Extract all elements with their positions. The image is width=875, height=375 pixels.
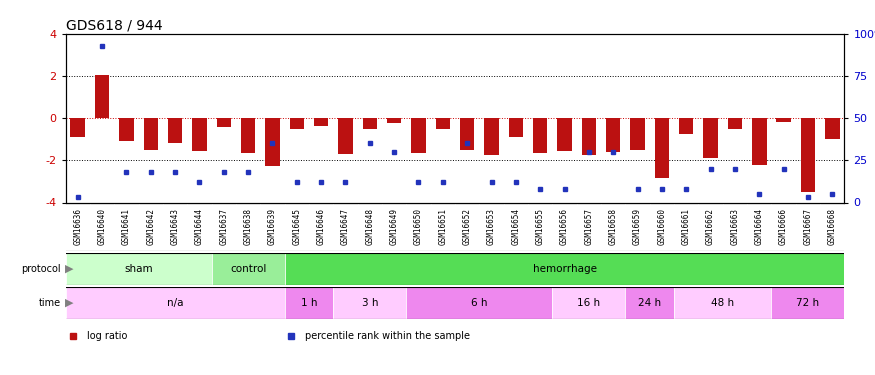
Text: GSM16658: GSM16658: [609, 209, 618, 245]
Bar: [484, 118, 499, 155]
Bar: [94, 75, 109, 118]
Text: GSM16649: GSM16649: [389, 209, 399, 245]
Bar: [338, 118, 353, 154]
Text: GSM16640: GSM16640: [98, 209, 107, 245]
Bar: [284, 287, 333, 319]
Bar: [801, 118, 816, 192]
Bar: [825, 118, 839, 139]
Text: GSM16652: GSM16652: [463, 209, 472, 245]
Text: 3 h: 3 h: [361, 298, 378, 308]
Bar: [212, 253, 284, 285]
Text: GSM16654: GSM16654: [511, 209, 521, 245]
Text: ▶: ▶: [65, 298, 74, 308]
Text: time: time: [39, 298, 61, 308]
Bar: [144, 118, 158, 150]
Text: GSM16643: GSM16643: [171, 209, 179, 245]
Text: GSM16659: GSM16659: [633, 209, 642, 245]
Text: 48 h: 48 h: [711, 298, 734, 308]
Text: GSM16641: GSM16641: [122, 209, 131, 245]
Bar: [168, 118, 183, 144]
Text: GSM16666: GSM16666: [779, 209, 788, 245]
Text: GSM16642: GSM16642: [146, 209, 155, 245]
Text: sham: sham: [124, 264, 153, 274]
Text: 16 h: 16 h: [578, 298, 600, 308]
Text: GSM16657: GSM16657: [584, 209, 593, 245]
Bar: [704, 118, 717, 158]
Text: GSM16637: GSM16637: [220, 209, 228, 245]
Text: 72 h: 72 h: [796, 298, 819, 308]
Text: log ratio: log ratio: [88, 331, 128, 340]
Bar: [630, 118, 645, 150]
Text: GSM16647: GSM16647: [341, 209, 350, 245]
Text: GSM16656: GSM16656: [560, 209, 569, 245]
Bar: [406, 287, 552, 319]
Bar: [752, 118, 766, 165]
Text: 1 h: 1 h: [301, 298, 318, 308]
Text: GSM16667: GSM16667: [803, 209, 812, 245]
Text: GSM16653: GSM16653: [487, 209, 496, 245]
Bar: [728, 118, 742, 129]
Bar: [436, 118, 450, 129]
Bar: [71, 118, 85, 137]
Text: GSM16651: GSM16651: [438, 209, 447, 245]
Bar: [533, 118, 548, 153]
Bar: [387, 118, 402, 123]
Text: GSM16650: GSM16650: [414, 209, 423, 245]
Bar: [119, 118, 134, 141]
Bar: [66, 287, 284, 319]
Bar: [66, 253, 212, 285]
Text: GSM16645: GSM16645: [292, 209, 301, 245]
Text: percentile rank within the sample: percentile rank within the sample: [305, 331, 471, 340]
Text: GSM16636: GSM16636: [74, 209, 82, 245]
Bar: [241, 118, 256, 153]
Text: GSM16646: GSM16646: [317, 209, 326, 245]
Text: GSM16661: GSM16661: [682, 209, 690, 245]
Text: 24 h: 24 h: [638, 298, 662, 308]
Text: 6 h: 6 h: [471, 298, 487, 308]
Text: hemorrhage: hemorrhage: [533, 264, 597, 274]
Bar: [606, 118, 620, 152]
Bar: [314, 118, 328, 126]
Text: GSM16639: GSM16639: [268, 209, 277, 245]
Bar: [284, 253, 844, 285]
Bar: [772, 287, 844, 319]
Bar: [411, 118, 426, 153]
Text: GSM16655: GSM16655: [536, 209, 544, 245]
Bar: [216, 118, 231, 127]
Text: GSM16648: GSM16648: [366, 209, 374, 245]
Text: GSM16644: GSM16644: [195, 209, 204, 245]
Bar: [557, 118, 572, 151]
Bar: [776, 118, 791, 122]
Bar: [290, 118, 304, 129]
Text: GSM16660: GSM16660: [657, 209, 667, 245]
Text: GSM16663: GSM16663: [731, 209, 739, 245]
Text: GDS618 / 944: GDS618 / 944: [66, 19, 162, 33]
Text: n/a: n/a: [167, 298, 184, 308]
Text: ▶: ▶: [65, 264, 74, 274]
Bar: [552, 287, 626, 319]
Bar: [582, 118, 596, 155]
Bar: [654, 118, 669, 178]
Bar: [508, 118, 523, 137]
Text: control: control: [230, 264, 266, 274]
Text: GSM16662: GSM16662: [706, 209, 715, 245]
Bar: [626, 287, 674, 319]
Bar: [265, 118, 280, 166]
Bar: [679, 118, 694, 134]
Text: protocol: protocol: [22, 264, 61, 274]
Bar: [333, 287, 406, 319]
Bar: [674, 287, 772, 319]
Text: GSM16668: GSM16668: [828, 209, 836, 245]
Text: GSM16638: GSM16638: [243, 209, 253, 245]
Text: GSM16664: GSM16664: [755, 209, 764, 245]
Bar: [460, 118, 474, 150]
Bar: [192, 118, 206, 151]
Bar: [362, 118, 377, 129]
